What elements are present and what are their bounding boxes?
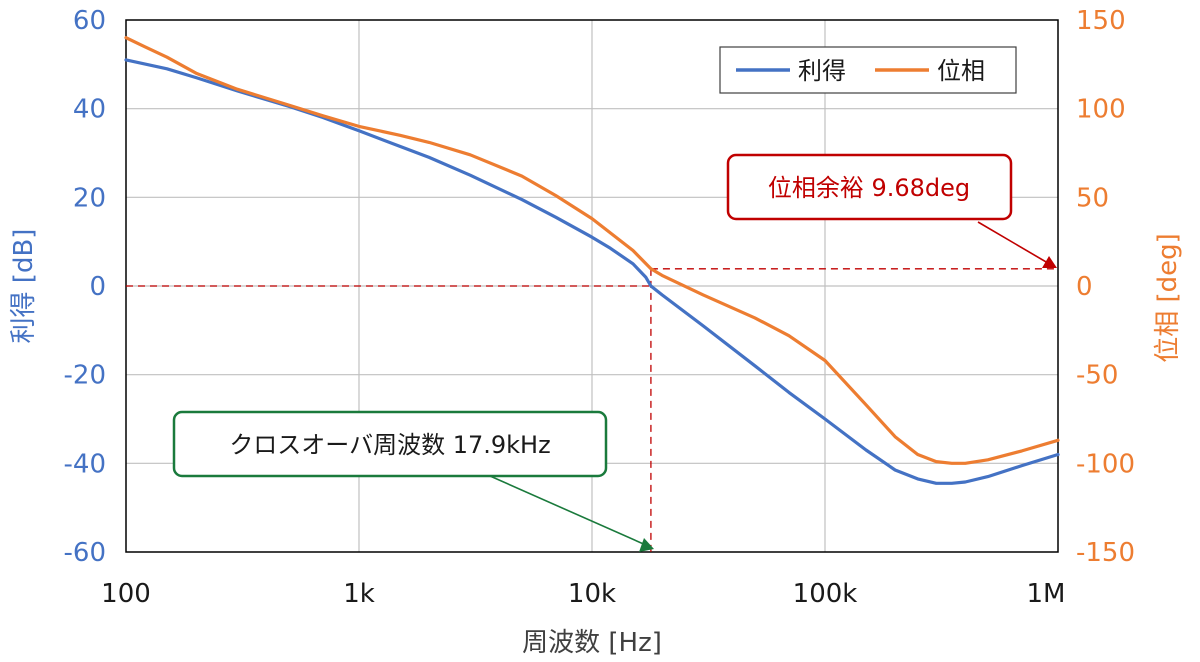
x-tick-label: 10k: [568, 579, 616, 609]
x-axis-label: 周波数 [Hz]: [522, 628, 662, 658]
y-axis-left-label: 利得 [dB]: [9, 229, 39, 344]
y-left-tick-label: -40: [64, 449, 106, 479]
y-right-tick-label: -150: [1076, 538, 1135, 568]
y-right-tick-label: 100: [1076, 95, 1126, 125]
x-tick-label: 1M: [1027, 579, 1066, 609]
gain-series-line: [124, 58, 1060, 485]
x-tick-label: 100: [101, 579, 151, 609]
y-left-tick-label: 60: [73, 6, 106, 36]
y-left-tick-label: 40: [73, 95, 106, 125]
x-tick-label: 1k: [343, 579, 375, 609]
legend-phase-label: 位相: [937, 57, 985, 85]
phase-margin-box: [726, 153, 1013, 221]
crossover-text: クロスオーバ周波数 17.9kHz: [229, 431, 550, 459]
grid-lines: [126, 20, 1058, 552]
phase-margin-arrowhead: [1042, 256, 1057, 268]
phase-margin-arrow: [977, 221, 1054, 267]
y-right-tick-label: 0: [1076, 272, 1093, 302]
y-right-tick-label: -50: [1076, 361, 1118, 391]
crossover-arrow: [489, 475, 649, 547]
crossover-box: [172, 410, 608, 478]
y-right-tick-label: -100: [1076, 449, 1135, 479]
x-tick-label: 100k: [793, 579, 858, 609]
y-left-tick-label: 20: [73, 183, 106, 213]
phase-series-line: [124, 36, 1060, 465]
tick-labels: 100 1k 10k 100k 1M 60 150 40 100 20 50 0 0 -20 -50 -40 -…: [64, 6, 1135, 609]
y-left-tick-label: 0: [89, 272, 106, 302]
y-right-tick-label: 50: [1076, 183, 1109, 213]
phase-margin-callout: 位相余裕 9.68deg: [726, 153, 1057, 268]
phase-margin-text: 位相余裕 9.68deg: [768, 174, 970, 202]
series-lines: [124, 36, 1060, 485]
legend-gain-label: 利得: [798, 57, 846, 85]
reference-lines: [126, 268, 1058, 552]
crossover-arrowhead: [639, 538, 654, 552]
y-right-tick-label: 150: [1076, 6, 1126, 36]
crossover-callout: クロスオーバ周波数 17.9kHz: [172, 410, 654, 552]
legend: 利得 位相: [719, 46, 1017, 94]
y-axis-right-label: 位相 [deg]: [1153, 233, 1183, 363]
y-left-tick-label: -20: [64, 361, 106, 391]
y-left-tick-label: -60: [64, 538, 106, 568]
